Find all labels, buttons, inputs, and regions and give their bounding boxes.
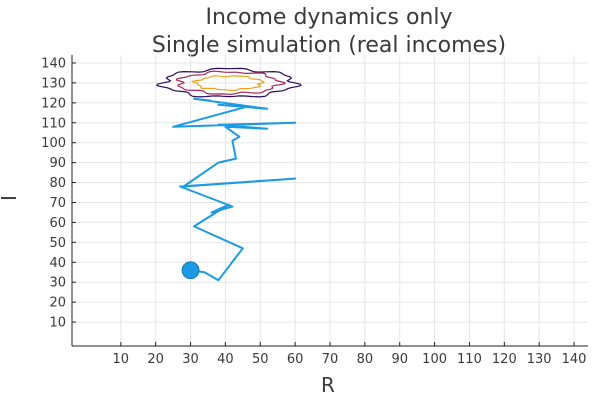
y-tick-label: 70 (49, 196, 66, 211)
chart-title: Income dynamics only (206, 5, 453, 30)
x-tick-label: 110 (457, 352, 482, 367)
y-tick-label: 40 (49, 256, 66, 271)
axes: 10 20 30 40 50 60 70 80 90 100 110 120 130 140 10 20 30 4… (41, 55, 588, 367)
trajectory-line (172, 97, 297, 282)
x-tick-label: 100 (422, 352, 447, 367)
y-tick-label: 90 (49, 156, 66, 171)
x-tick-label: 70 (322, 352, 339, 367)
contour-level (191, 75, 265, 92)
contour-plot (156, 67, 302, 98)
contour-level (156, 67, 302, 98)
x-tick-label: 40 (217, 352, 234, 367)
y-tick-label: 50 (49, 236, 66, 251)
y-tick-label: 10 (49, 316, 66, 331)
x-axis-label: R (321, 373, 335, 397)
y-tick-label: 130 (41, 76, 66, 91)
chart-subtitle: Single simulation (real incomes) (152, 33, 506, 58)
x-tick-label: 30 (182, 352, 199, 367)
y-tick-label: 60 (49, 216, 66, 231)
y-tick-label: 100 (41, 136, 66, 151)
y-tick-label: 140 (41, 56, 66, 71)
x-tick-label: 120 (492, 352, 517, 367)
x-tick-label: 10 (113, 352, 130, 367)
y-axis-label: I (0, 195, 21, 201)
series (172, 97, 297, 282)
start-point-marker (181, 261, 200, 280)
x-tick-label: 20 (147, 352, 164, 367)
grid (72, 55, 588, 346)
y-tick-label: 120 (41, 96, 66, 111)
x-tick-label: 130 (527, 352, 552, 367)
y-tick-label: 110 (41, 116, 66, 131)
y-tick-label: 80 (49, 176, 66, 191)
y-tick-label: 20 (49, 296, 66, 311)
x-tick-label: 60 (287, 352, 304, 367)
x-tick-label: 50 (252, 352, 269, 367)
contour-level (175, 70, 287, 95)
x-tick-label: 90 (391, 352, 408, 367)
x-tick-label: 80 (357, 352, 374, 367)
x-tick-label: 140 (562, 352, 587, 367)
y-tick-label: 30 (49, 276, 66, 291)
